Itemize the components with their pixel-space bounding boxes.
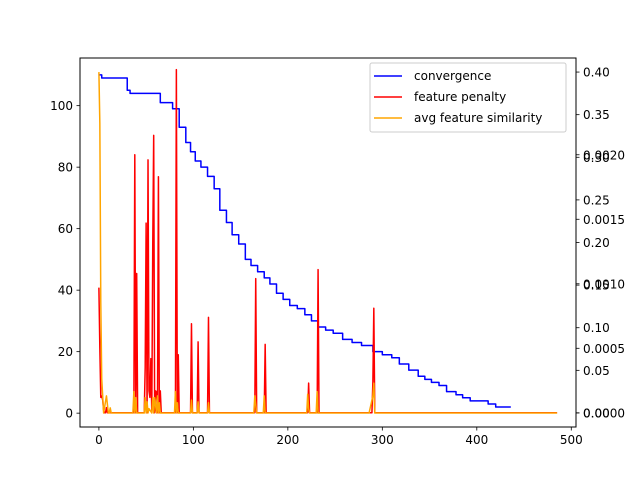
- right-y-tick-label: 0.0005: [583, 342, 625, 356]
- series-line-avg-feature-similarity: [98, 72, 558, 414]
- left-y-tick-label: 80: [58, 161, 73, 175]
- outer-right-y-tick-label: 0.35: [583, 108, 610, 122]
- x-tick-label: 400: [465, 433, 488, 447]
- series-line-convergence: [98, 74, 511, 408]
- right-y-tick-label: 0.0000: [583, 406, 625, 420]
- tick-layer: 0 100 200 300 400 500 0 20 40 60 80 100 0.0000 0.0005…: [50, 66, 625, 447]
- left-y-tick-label: 20: [58, 345, 73, 359]
- outer-right-y-tick-label: 0.00: [583, 406, 610, 420]
- right-y-tick-label: 0.0015: [583, 213, 625, 227]
- outer-right-y-tick-label: 0.25: [583, 193, 610, 207]
- legend-label-avg-feature-similarity: avg feature similarity: [414, 111, 542, 125]
- x-tick-label: 500: [560, 433, 583, 447]
- outer-right-y-tick-label: 0.20: [583, 236, 610, 250]
- outer-right-y-tick-label: 0.40: [583, 66, 610, 80]
- outer-right-y-tick-label: 0.05: [583, 364, 610, 378]
- legend: convergence feature penalty avg feature …: [369, 62, 567, 133]
- legend-box: [369, 62, 567, 133]
- legend-label-feature-penalty: feature penalty: [414, 90, 506, 104]
- x-tick-label: 0: [95, 433, 103, 447]
- plot-area: [98, 68, 558, 414]
- right-y-tick-label: 0.0010: [583, 277, 625, 291]
- outer-right-y-tick-label: 0.10: [583, 321, 610, 335]
- x-tick-label: 100: [182, 433, 205, 447]
- right-y-tick-label: 0.0020: [583, 148, 625, 162]
- x-tick-label: 300: [371, 433, 394, 447]
- outer-right-y-tick-label: 0.15: [583, 279, 610, 293]
- left-y-tick-label: 40: [58, 284, 73, 298]
- left-y-tick-label: 60: [58, 222, 73, 236]
- left-y-tick-label: 0: [65, 407, 73, 421]
- left-y-tick-label: 100: [50, 99, 73, 113]
- x-tick-label: 200: [276, 433, 299, 447]
- legend-label-convergence: convergence: [414, 69, 491, 83]
- outer-right-y-tick-label: 0.30: [583, 151, 610, 165]
